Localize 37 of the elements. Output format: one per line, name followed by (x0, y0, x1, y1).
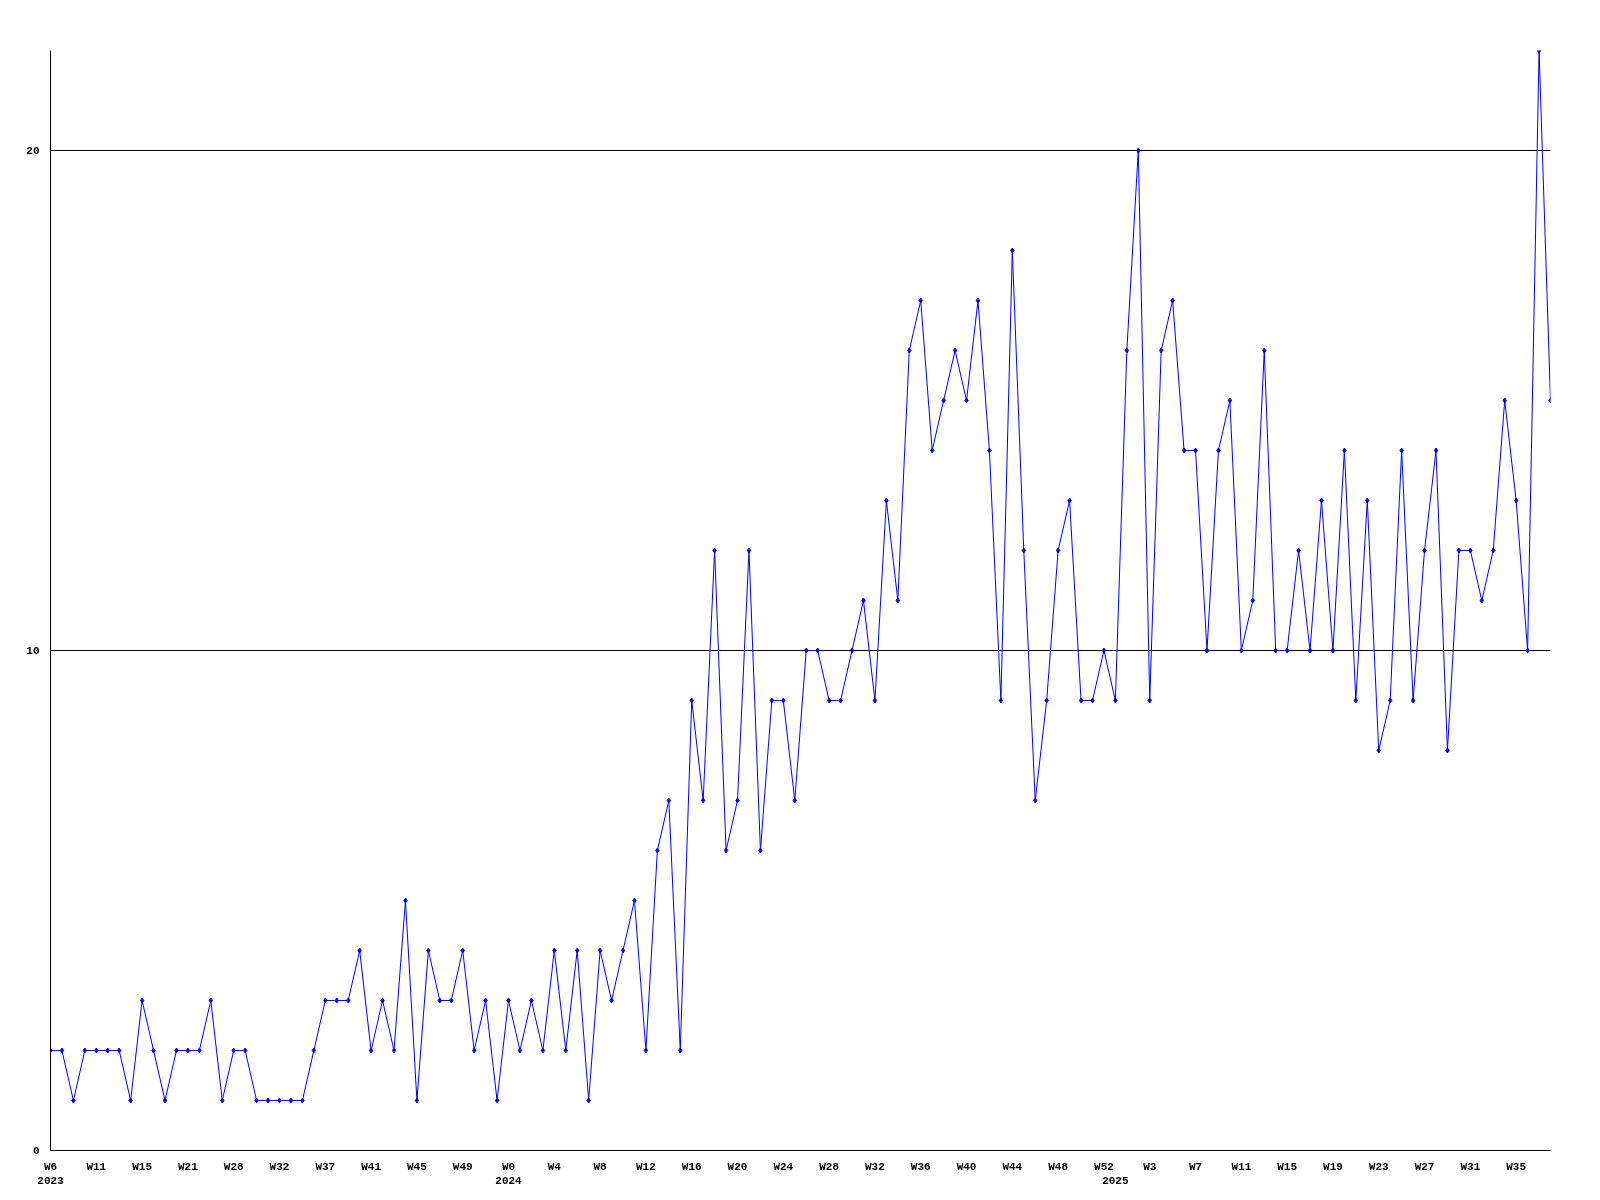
x-tick-label: W0 2024 (495, 1160, 523, 1187)
x-tick-label: W52 (1094, 1160, 1114, 1173)
x-tick-label: 2025 (1102, 1174, 1129, 1187)
x-tick-label: W21 (178, 1160, 199, 1173)
x-tick-label: W28 (819, 1160, 840, 1173)
x-tick-label: W31 (1460, 1160, 1481, 1173)
y-tick-label: 10 (26, 645, 40, 657)
x-tick-label: W41 (361, 1160, 382, 1173)
x-tick-label: W24 (773, 1160, 794, 1173)
x-tick-label: W40 (956, 1160, 977, 1173)
x-tick-label: W32 (269, 1160, 290, 1173)
y-tick-label: 20 (26, 145, 40, 157)
x-tick-label: W45 (407, 1160, 428, 1173)
x-tick-label: W11 (86, 1160, 107, 1173)
x-tick-label: W7 (1188, 1160, 1203, 1173)
x-tick-label: W28 (223, 1160, 245, 1173)
x-tick-label: W12 (636, 1160, 656, 1173)
x-tick-label: W11 (1231, 1160, 1252, 1173)
x-tick-label: W44 (1002, 1160, 1023, 1173)
x-tick-label: W36 (910, 1160, 931, 1173)
x-tick-label: W19 (1323, 1160, 1343, 1173)
x-tick-label: W15 (132, 1160, 153, 1173)
x-tick-label: W23 (1368, 1160, 1390, 1173)
x-tick-label: W35 (1506, 1160, 1527, 1173)
x-tick-label: W32 (865, 1160, 885, 1173)
y-tick-label: 0 (32, 1145, 40, 1157)
x-tick-label: W37 (315, 1160, 336, 1173)
x-tick-label: W16 (681, 1160, 702, 1173)
x-tick-label: W4 (547, 1160, 562, 1173)
x-tick-label: W48 (1048, 1160, 1069, 1173)
x-tick-label: W15 (1277, 1160, 1298, 1173)
x-tick-label: W6 2023 (37, 1160, 65, 1187)
x-tick-label: W8 (593, 1160, 608, 1173)
x-tick-label: W27 (1414, 1160, 1435, 1173)
x-tick-label: W20 (727, 1160, 748, 1173)
x-tick-label: W3 (1143, 1160, 1157, 1173)
x-tick-label: W49 (452, 1160, 473, 1173)
